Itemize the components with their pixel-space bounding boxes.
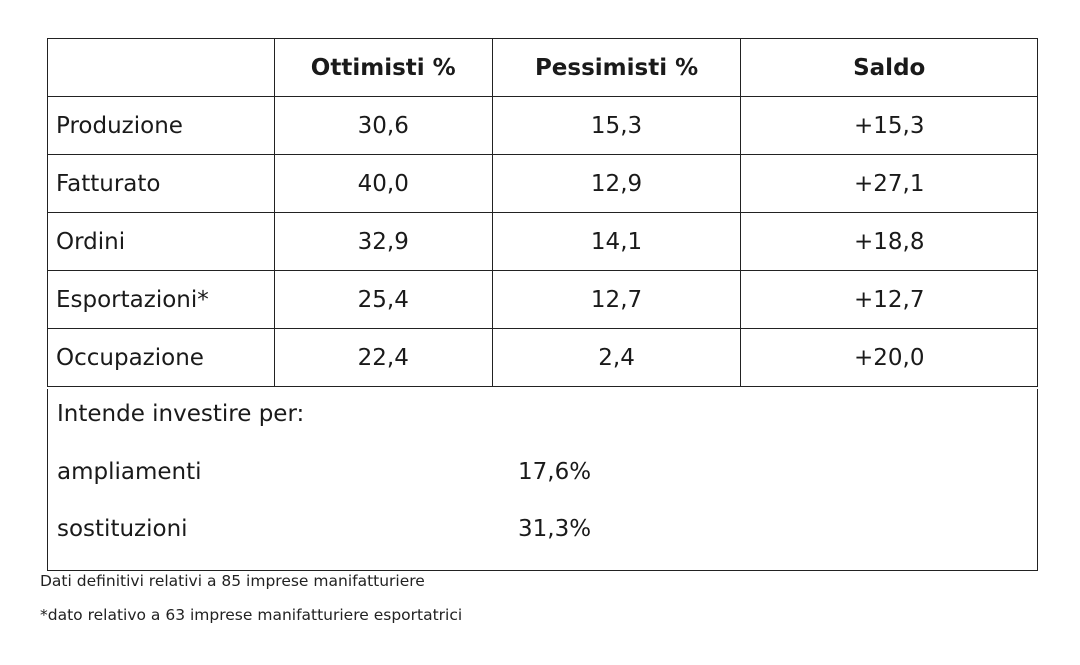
cell-pessimisti: 14,1 — [491, 212, 742, 271]
cell-pessimisti: 12,7 — [491, 270, 742, 329]
cell-ottimisti: 25,4 — [273, 270, 493, 329]
row-label: Ordini — [47, 212, 275, 271]
footnote: Dati definitivi relativi a 85 imprese ma… — [40, 572, 425, 590]
table-row: Produzione 30,6 15,3 +15,3 — [47, 96, 1038, 155]
row-label: Occupazione — [47, 328, 275, 387]
cell-ottimisti: 32,9 — [273, 212, 493, 271]
row-label: Fatturato — [47, 154, 275, 213]
table-row: Esportazioni* 25,4 12,7 +12,7 — [47, 270, 1038, 329]
cell-pessimisti: 12,9 — [491, 154, 742, 213]
table-row: Occupazione 22,4 2,4 +20,0 — [47, 328, 1038, 387]
cell-pessimisti: 15,3 — [491, 96, 742, 155]
header-pessimisti: Pessimisti % — [491, 38, 742, 97]
investment-label: sostituzioni — [57, 516, 188, 542]
survey-table: Ottimisti % Pessimisti % Saldo Produzion… — [47, 38, 1038, 387]
table-row: Fatturato 40,0 12,9 +27,1 — [47, 154, 1038, 213]
cell-saldo: +18,8 — [740, 212, 1038, 271]
investment-heading: Intende investire per: — [57, 401, 305, 427]
investment-label: ampliamenti — [57, 459, 202, 485]
cell-ottimisti: 22,4 — [273, 328, 493, 387]
investment-value: 31,3% — [518, 516, 592, 542]
header-row: Ottimisti % Pessimisti % Saldo — [47, 38, 1038, 97]
investment-section: Intende investire per: ampliamenti 17,6%… — [47, 389, 1038, 571]
cell-saldo: +15,3 — [740, 96, 1038, 155]
cell-ottimisti: 30,6 — [273, 96, 493, 155]
cell-saldo: +20,0 — [740, 328, 1038, 387]
row-label: Produzione — [47, 96, 275, 155]
table-row: Ordini 32,9 14,1 +18,8 — [47, 212, 1038, 271]
investment-value: 17,6% — [518, 459, 592, 485]
header-empty — [47, 38, 275, 97]
footnote: *dato relativo a 63 imprese manifatturie… — [40, 606, 463, 624]
header-ottimisti: Ottimisti % — [273, 38, 493, 97]
cell-saldo: +12,7 — [740, 270, 1038, 329]
cell-pessimisti: 2,4 — [491, 328, 742, 387]
row-label: Esportazioni* — [47, 270, 275, 329]
cell-saldo: +27,1 — [740, 154, 1038, 213]
cell-ottimisti: 40,0 — [273, 154, 493, 213]
header-saldo: Saldo — [740, 38, 1038, 97]
